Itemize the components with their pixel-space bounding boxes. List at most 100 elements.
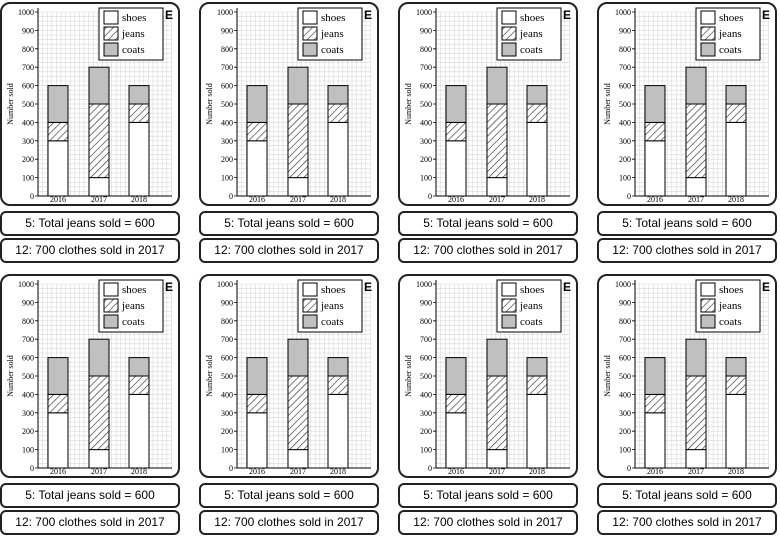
bar-shoes-2016 bbox=[644, 412, 666, 469]
bar-jeans-2017 bbox=[287, 103, 309, 179]
y-tick-label: 700 bbox=[619, 335, 631, 344]
difficulty-tag: E bbox=[164, 280, 173, 294]
y-tick-label: 900 bbox=[221, 298, 233, 307]
y-tick-label: 600 bbox=[22, 82, 34, 91]
statement-total-jeans: 5: Total jeans sold = 600 bbox=[199, 211, 379, 236]
bar-shoes-2017 bbox=[486, 177, 508, 197]
bar-coats-2016 bbox=[445, 357, 467, 395]
legend-label-coats: coats bbox=[122, 44, 145, 56]
y-tick-label: 900 bbox=[420, 26, 432, 35]
y-tick-label: 400 bbox=[22, 118, 34, 127]
x-tick-label: 2018 bbox=[330, 195, 346, 204]
difficulty-tag: E bbox=[363, 280, 372, 294]
y-tick-label: 1000 bbox=[217, 8, 233, 17]
chart-card: 0 100 200 300 400 500 600 700 800 900 1000 Number s… bbox=[199, 274, 379, 539]
bar-shoes-2016 bbox=[445, 140, 467, 197]
bar-jeans-2018 bbox=[526, 103, 548, 123]
y-tick-label: 600 bbox=[420, 354, 432, 363]
bar-jeans-2018 bbox=[725, 375, 747, 395]
bar-coats-2016 bbox=[47, 85, 69, 123]
y-tick-label: 700 bbox=[420, 63, 432, 72]
y-tick-label: 400 bbox=[619, 390, 631, 399]
y-tick-label: 300 bbox=[22, 409, 34, 418]
y-tick-label: 500 bbox=[22, 100, 34, 109]
y-axis-label: Number sold bbox=[6, 83, 15, 125]
bar-jeans-2016 bbox=[644, 393, 666, 414]
y-tick-label: 700 bbox=[420, 335, 432, 344]
chart-card: 0 100 200 300 400 500 600 700 800 900 1000 Number s… bbox=[597, 274, 777, 539]
legend-swatch-jeans bbox=[302, 298, 318, 313]
bar-coats-2018 bbox=[128, 85, 150, 105]
y-tick-label: 100 bbox=[22, 446, 34, 455]
y-tick-label: 100 bbox=[420, 446, 432, 455]
legend-swatch-coats bbox=[103, 314, 119, 329]
bar-jeans-2018 bbox=[725, 103, 747, 123]
legend-label-jeans: jeans bbox=[718, 28, 742, 40]
legend-swatch-jeans bbox=[302, 26, 318, 41]
bar-shoes-2017 bbox=[486, 449, 508, 469]
y-tick-label: 900 bbox=[22, 26, 34, 35]
bar-coats-2017 bbox=[88, 66, 110, 105]
y-tick-label: 800 bbox=[22, 45, 34, 54]
y-tick-label: 700 bbox=[221, 335, 233, 344]
bar-coats-2018 bbox=[526, 85, 548, 105]
chart-card: 0 100 200 300 400 500 600 700 800 900 1000 Number s… bbox=[199, 2, 379, 267]
y-tick-label: 900 bbox=[22, 298, 34, 307]
legend: shoes jeans coats bbox=[297, 7, 363, 61]
y-tick-label: 1000 bbox=[615, 8, 631, 17]
statement-clothes-2017: 12: 700 clothes sold in 2017 bbox=[199, 238, 379, 263]
y-tick-label: 300 bbox=[221, 409, 233, 418]
x-tick-label: 2016 bbox=[249, 467, 265, 476]
bar-shoes-2016 bbox=[246, 140, 268, 197]
x-tick-label: 2016 bbox=[50, 195, 66, 204]
y-tick-label: 400 bbox=[221, 390, 233, 399]
bar-shoes-2017 bbox=[88, 177, 110, 197]
x-tick-label: 2018 bbox=[330, 467, 346, 476]
bar-coats-2017 bbox=[486, 66, 508, 105]
legend-swatch-shoes bbox=[700, 282, 716, 297]
y-tick-label: 400 bbox=[619, 118, 631, 127]
legend-swatch-shoes bbox=[501, 10, 517, 25]
bar-jeans-2018 bbox=[526, 375, 548, 395]
x-tick-label: 2016 bbox=[647, 195, 663, 204]
y-tick-label: 700 bbox=[221, 63, 233, 72]
y-tick-label: 200 bbox=[619, 427, 631, 436]
y-tick-label: 500 bbox=[420, 372, 432, 381]
bar-jeans-2016 bbox=[246, 393, 268, 414]
chart-card: 0 100 200 300 400 500 600 700 800 900 1000 Number s… bbox=[0, 274, 180, 539]
bar-shoes-2018 bbox=[725, 121, 747, 197]
statement-total-jeans: 5: Total jeans sold = 600 bbox=[398, 483, 578, 508]
y-tick-label: 200 bbox=[221, 155, 233, 164]
legend-label-jeans: jeans bbox=[121, 28, 145, 40]
y-tick-label: 100 bbox=[619, 174, 631, 183]
y-axis-label: Number sold bbox=[205, 355, 214, 397]
y-tick-label: 600 bbox=[221, 82, 233, 91]
x-tick-label: 2017 bbox=[489, 467, 505, 476]
statement-clothes-2017: 12: 700 clothes sold in 2017 bbox=[597, 510, 777, 535]
chart-panel: 0 100 200 300 400 500 600 700 800 900 1000 Number s… bbox=[398, 274, 578, 478]
bar-coats-2018 bbox=[128, 357, 150, 377]
y-tick-label: 100 bbox=[22, 174, 34, 183]
chart-panel: 0 100 200 300 400 500 600 700 800 900 1000 Number s… bbox=[0, 274, 180, 478]
legend-label-shoes: shoes bbox=[122, 284, 146, 296]
y-tick-label: 500 bbox=[22, 372, 34, 381]
y-tick-label: 300 bbox=[619, 137, 631, 146]
legend-label-jeans: jeans bbox=[519, 28, 543, 40]
legend-swatch-shoes bbox=[302, 282, 318, 297]
bar-shoes-2017 bbox=[88, 449, 110, 469]
x-tick-label: 2018 bbox=[131, 195, 147, 204]
bar-jeans-2017 bbox=[486, 375, 508, 451]
x-tick-label: 2016 bbox=[448, 467, 464, 476]
y-tick-label: 0 bbox=[627, 464, 631, 473]
x-tick-label: 2016 bbox=[50, 467, 66, 476]
legend-label-coats: coats bbox=[321, 316, 344, 328]
y-tick-label: 700 bbox=[22, 63, 34, 72]
y-tick-label: 600 bbox=[619, 82, 631, 91]
x-tick-label: 2017 bbox=[91, 195, 107, 204]
legend-label-shoes: shoes bbox=[719, 12, 743, 24]
y-tick-label: 800 bbox=[221, 317, 233, 326]
bar-jeans-2016 bbox=[445, 121, 467, 142]
chart-card: 0 100 200 300 400 500 600 700 800 900 1000 Number s… bbox=[398, 2, 578, 267]
legend-swatch-coats bbox=[302, 42, 318, 57]
bar-coats-2017 bbox=[88, 338, 110, 377]
